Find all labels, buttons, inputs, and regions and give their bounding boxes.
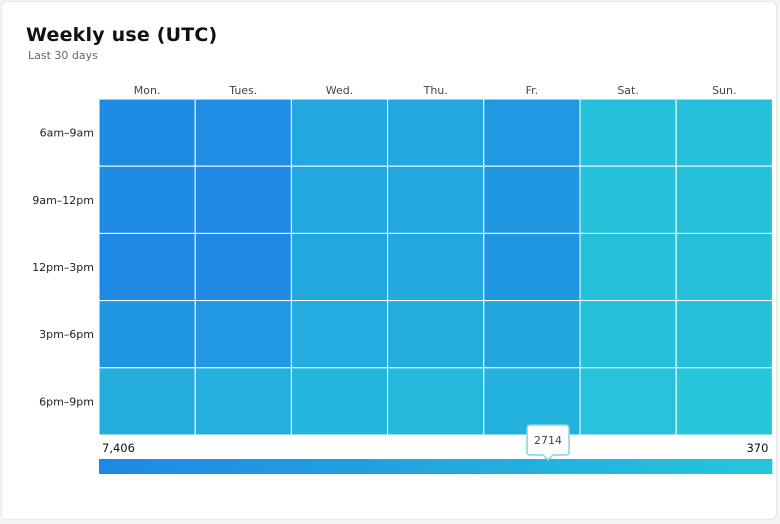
row-labels: 6am–9am 9am–12pm 12pm–3pm 3pm–6pm 6pm–9pm bbox=[32, 127, 94, 409]
chart-title: Weekly use (UTC) bbox=[26, 24, 218, 46]
heatmap-cell[interactable] bbox=[387, 98, 485, 167]
heatmap-cell[interactable] bbox=[98, 98, 196, 167]
heatmap-cell[interactable] bbox=[290, 300, 389, 369]
heatmap-cell[interactable] bbox=[194, 367, 292, 436]
heatmap-cell[interactable] bbox=[579, 300, 677, 369]
heatmap-cell[interactable] bbox=[483, 98, 581, 167]
heatmap-cell[interactable] bbox=[194, 98, 292, 167]
heatmap-cell[interactable] bbox=[387, 232, 485, 302]
color-scale-bar bbox=[99, 459, 773, 474]
heatmap-cell[interactable] bbox=[98, 232, 196, 302]
heatmap-cell[interactable] bbox=[675, 367, 773, 436]
tooltip-value: 2714 bbox=[534, 434, 562, 447]
heatmap-cell[interactable] bbox=[194, 165, 292, 234]
heatmap-cell[interactable] bbox=[387, 367, 485, 436]
row-label: 6am–9am bbox=[40, 127, 94, 140]
value-tooltip: 2714 bbox=[526, 424, 570, 462]
heatmap-cell[interactable] bbox=[483, 300, 581, 369]
column-labels: Mon. Tues. Wed. Thu. Fr. Sat. Sun. bbox=[134, 84, 737, 97]
color-scale-min-label: 370 bbox=[746, 441, 768, 455]
heatmap-cells bbox=[98, 98, 773, 436]
heatmap-cell[interactable] bbox=[675, 165, 773, 234]
color-scale-max-label: 7,406 bbox=[102, 441, 135, 455]
column-label: Sat. bbox=[617, 84, 639, 97]
heatmap-cell[interactable] bbox=[194, 232, 292, 302]
heatmap-cell[interactable] bbox=[675, 232, 773, 302]
chart-subtitle: Last 30 days bbox=[28, 49, 98, 62]
row-label: 12pm–3pm bbox=[32, 261, 94, 274]
tooltip-box bbox=[526, 424, 570, 462]
heatmap-cell[interactable] bbox=[483, 232, 581, 302]
heatmap-cell[interactable] bbox=[194, 300, 292, 369]
column-label: Tues. bbox=[228, 84, 257, 97]
heatmap-cell[interactable] bbox=[290, 232, 389, 302]
column-label: Fr. bbox=[526, 84, 539, 97]
heatmap-cell[interactable] bbox=[98, 300, 196, 369]
heatmap-cell[interactable] bbox=[579, 232, 677, 302]
column-label: Mon. bbox=[134, 84, 161, 97]
row-label: 3pm–6pm bbox=[39, 328, 94, 341]
heatmap-cell[interactable] bbox=[290, 98, 389, 167]
heatmap-cell[interactable] bbox=[579, 165, 677, 234]
heatmap-cell[interactable] bbox=[98, 367, 196, 436]
column-label: Sun. bbox=[712, 84, 736, 97]
column-label: Wed. bbox=[326, 84, 353, 97]
heatmap-cell[interactable] bbox=[387, 165, 485, 234]
heatmap-cell[interactable] bbox=[675, 300, 773, 369]
heatmap-cell[interactable] bbox=[387, 300, 485, 369]
heatmap-cell[interactable] bbox=[483, 165, 581, 234]
heatmap-cell[interactable] bbox=[579, 367, 677, 436]
column-label: Thu. bbox=[423, 84, 448, 97]
row-label: 9am–12pm bbox=[32, 194, 94, 207]
heatmap-cell[interactable] bbox=[290, 165, 389, 234]
heatmap-cell[interactable] bbox=[579, 98, 677, 167]
heatmap-cell[interactable] bbox=[675, 98, 773, 167]
row-label: 6pm–9pm bbox=[39, 395, 94, 408]
heatmap-cell[interactable] bbox=[98, 165, 196, 234]
heatmap-cell[interactable] bbox=[290, 367, 389, 436]
